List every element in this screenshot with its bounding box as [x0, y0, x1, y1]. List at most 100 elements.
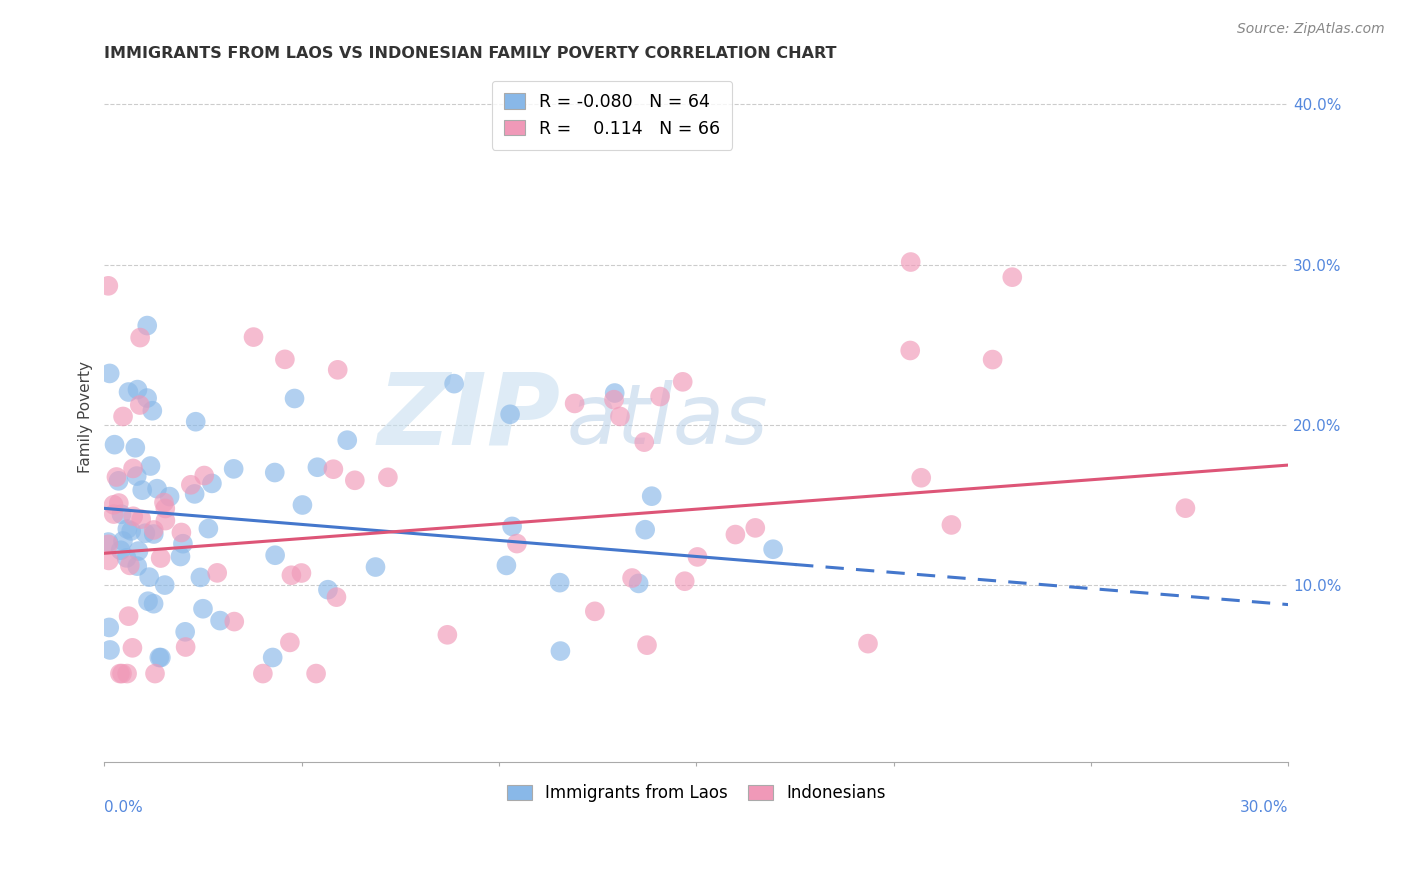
Point — [149, 650, 172, 665]
Point — [180, 477, 202, 491]
Point — [149, 551, 172, 566]
Point — [443, 376, 465, 391]
Point — [117, 609, 139, 624]
Point — [127, 383, 149, 397]
Point — [583, 604, 606, 618]
Point — [131, 483, 153, 498]
Point — [169, 549, 191, 564]
Point — [134, 526, 156, 541]
Point — [278, 635, 301, 649]
Point — [262, 650, 284, 665]
Point — [501, 519, 523, 533]
Point — [129, 330, 152, 344]
Point — [127, 559, 149, 574]
Point — [325, 590, 347, 604]
Point — [142, 523, 165, 537]
Point — [280, 568, 302, 582]
Point — [170, 525, 193, 540]
Point — [672, 375, 695, 389]
Point — [910, 471, 932, 485]
Point — [184, 415, 207, 429]
Point — [143, 666, 166, 681]
Text: Source: ZipAtlas.com: Source: ZipAtlas.com — [1237, 22, 1385, 37]
Point — [900, 255, 922, 269]
Point — [191, 601, 214, 615]
Point — [343, 473, 366, 487]
Point — [138, 570, 160, 584]
Point — [98, 367, 121, 381]
Point — [326, 363, 349, 377]
Point — [633, 435, 655, 450]
Point — [224, 615, 246, 629]
Point — [115, 666, 138, 681]
Point — [190, 570, 212, 584]
Point — [141, 403, 163, 417]
Point — [146, 482, 169, 496]
Point — [136, 594, 159, 608]
Point — [744, 521, 766, 535]
Point — [673, 574, 696, 589]
Legend: Immigrants from Laos, Indonesians: Immigrants from Laos, Indonesians — [501, 777, 893, 809]
Point — [550, 644, 572, 658]
Point — [499, 407, 522, 421]
Point — [290, 566, 312, 580]
Point — [111, 533, 134, 548]
Point — [183, 487, 205, 501]
Point — [377, 470, 399, 484]
Point — [110, 508, 132, 522]
Point — [172, 537, 194, 551]
Point — [139, 458, 162, 473]
Point — [121, 640, 143, 655]
Point — [103, 498, 125, 512]
Point — [548, 575, 571, 590]
Point — [634, 523, 657, 537]
Point — [364, 560, 387, 574]
Point — [97, 537, 120, 551]
Point — [159, 490, 181, 504]
Text: ZIP: ZIP — [377, 368, 560, 466]
Point — [117, 522, 139, 536]
Text: 30.0%: 30.0% — [1240, 800, 1288, 814]
Point — [981, 352, 1004, 367]
Point — [627, 576, 650, 591]
Point — [105, 470, 128, 484]
Point — [762, 542, 785, 557]
Point — [125, 469, 148, 483]
Point — [264, 548, 287, 562]
Y-axis label: Family Poverty: Family Poverty — [79, 361, 93, 473]
Point — [506, 536, 529, 550]
Point — [98, 643, 121, 657]
Point — [941, 518, 963, 533]
Point — [603, 392, 626, 407]
Point — [1001, 270, 1024, 285]
Point — [153, 495, 176, 509]
Point — [153, 578, 176, 592]
Point — [97, 278, 120, 293]
Text: atlas: atlas — [567, 380, 768, 461]
Point — [316, 582, 339, 597]
Point — [97, 553, 120, 567]
Point — [222, 462, 245, 476]
Point — [209, 614, 232, 628]
Point — [1174, 501, 1197, 516]
Point — [108, 666, 131, 681]
Point — [641, 489, 664, 503]
Point — [115, 550, 138, 565]
Point — [648, 390, 671, 404]
Point — [603, 386, 626, 401]
Point — [155, 514, 177, 528]
Point — [621, 571, 644, 585]
Point — [307, 460, 329, 475]
Point — [129, 512, 152, 526]
Point — [107, 474, 129, 488]
Point — [252, 666, 274, 681]
Point — [274, 352, 297, 367]
Point — [898, 343, 921, 358]
Point — [117, 384, 139, 399]
Point — [155, 501, 177, 516]
Point — [142, 527, 165, 541]
Point — [174, 624, 197, 639]
Point — [128, 398, 150, 412]
Point — [110, 543, 132, 558]
Point — [201, 476, 224, 491]
